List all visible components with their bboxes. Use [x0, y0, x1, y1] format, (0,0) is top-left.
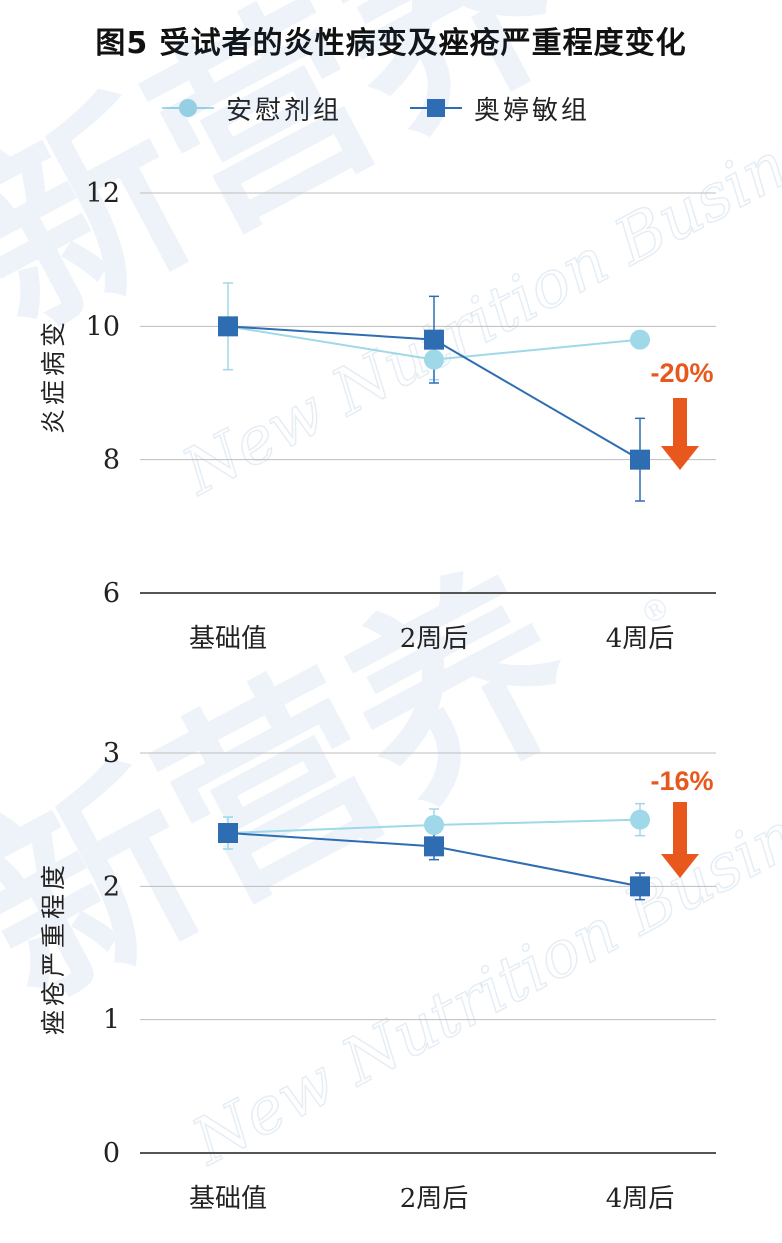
- data-point: [630, 809, 650, 830]
- down-arrow-icon: [661, 398, 699, 470]
- percent-change-label: -16%: [650, 766, 713, 796]
- x-tick-label: 4周后: [606, 624, 675, 654]
- y-tick-label: 8: [103, 445, 120, 476]
- data-point: [630, 329, 650, 350]
- y-tick-label: 2: [103, 871, 120, 902]
- acne-severity-panel: 0 1 2 3 基础值 2周后 4周后 痤疮严重程度 -16%: [39, 738, 716, 1214]
- data-point: [218, 823, 238, 843]
- x-tick-label: 2周后: [400, 1184, 469, 1214]
- data-point: [424, 349, 444, 370]
- data-point: [424, 815, 444, 835]
- y-axis-label: 炎症病变: [39, 318, 68, 434]
- x-tick-label: 4周后: [606, 1184, 675, 1214]
- y-axis-label: 痤疮严重程度: [39, 861, 68, 1035]
- data-point: [218, 316, 238, 337]
- data-point: [630, 449, 650, 470]
- legend-marker-circle-icon: [162, 99, 214, 117]
- y-tick-label: 12: [86, 178, 120, 209]
- down-arrow-icon: [661, 802, 699, 878]
- legend-label: 安慰剂组: [226, 95, 343, 126]
- inflammatory-lesions-panel: 6 8 10 12 基础值 2周后 4周后 炎症病变 -20%: [39, 178, 716, 654]
- x-tick-label: 2周后: [400, 624, 469, 654]
- legend-item-treatment: 奥婷敏组: [408, 88, 590, 128]
- y-tick-label: 6: [103, 578, 120, 609]
- legend-label: 奥婷敏组: [474, 95, 591, 126]
- y-tick-label: 10: [86, 311, 120, 342]
- data-point: [424, 836, 444, 857]
- y-tick-label: 1: [103, 1005, 120, 1036]
- legend-marker-square-icon: [410, 99, 462, 117]
- y-tick-label: 0: [103, 1138, 120, 1169]
- legend-item-placebo: 安慰剂组: [160, 88, 342, 128]
- x-tick-label: 基础值: [189, 1184, 267, 1214]
- y-tick-label: 3: [103, 738, 120, 769]
- data-point: [630, 876, 650, 897]
- legend: 安慰剂组 奥婷敏组: [160, 88, 660, 128]
- percent-change-label: -20%: [650, 358, 713, 388]
- x-tick-label: 基础值: [189, 624, 267, 654]
- data-point: [424, 329, 444, 350]
- chart-title: 图5 受试者的炎性病变及痤疮严重程度变化: [95, 26, 687, 61]
